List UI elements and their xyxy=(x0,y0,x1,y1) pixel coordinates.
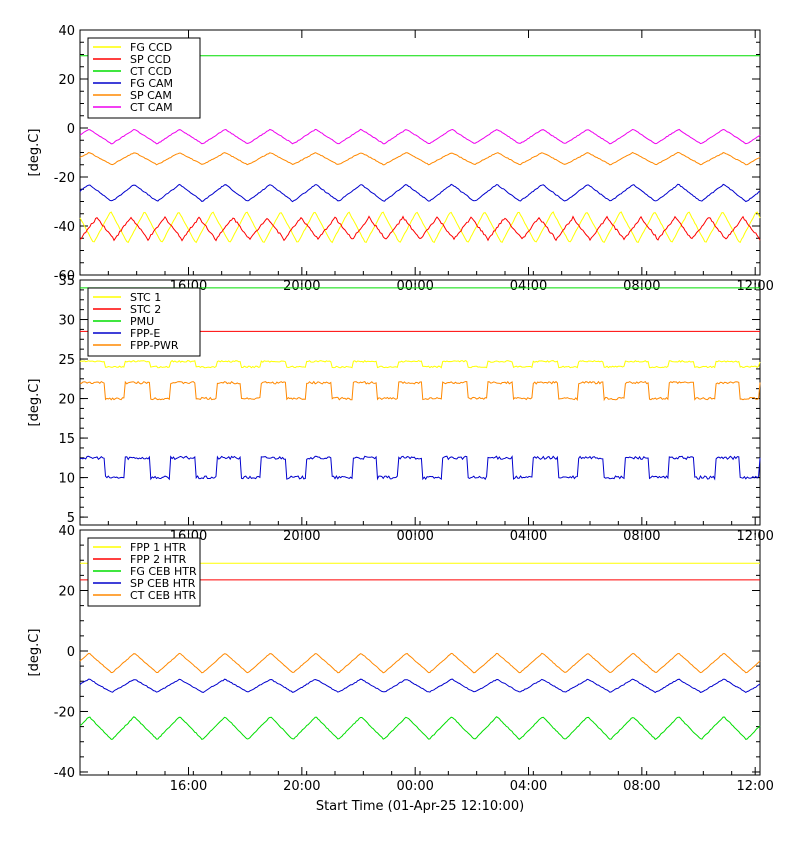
legend-label: CT CAM xyxy=(130,101,173,114)
legend-label: SP CEB HTR xyxy=(130,577,196,590)
series-line xyxy=(79,455,761,481)
series-line xyxy=(79,215,761,242)
legend-label: FPP-PWR xyxy=(130,339,179,352)
legend-label: FPP 2 HTR xyxy=(130,553,187,566)
legend-label: FPP-E xyxy=(130,327,160,340)
x-tick-label: 12:00 xyxy=(736,779,773,794)
series-line xyxy=(79,359,761,369)
panel-3: -40 -20 0 20 40 16:00 20:00 00:00 04:00 08:00 12:0… xyxy=(27,524,774,794)
x-tick-label: 20:00 xyxy=(283,779,320,794)
y-tick-label: 20 xyxy=(58,73,75,88)
legend-label: CT CEB HTR xyxy=(130,589,197,602)
x-tick-label: 16:00 xyxy=(170,779,207,794)
legend-label: CT CCD xyxy=(130,65,172,78)
x-axis-label: Start Time (01-Apr-25 12:10:00) xyxy=(316,799,524,814)
y-tick-label: 35 xyxy=(58,274,75,289)
y-tick-label: 15 xyxy=(58,432,75,447)
legend-box xyxy=(87,37,201,119)
y-tick-label: 25 xyxy=(58,353,75,368)
y-tick-label: -20 xyxy=(54,705,75,720)
series-line xyxy=(79,678,761,694)
x-tick-label: 00:00 xyxy=(396,779,433,794)
legend-label: SP CCD xyxy=(130,53,171,66)
y-tick-label: 10 xyxy=(58,472,75,487)
y-tick-label: 20 xyxy=(58,584,75,599)
x-tick-label: 04:00 xyxy=(510,779,547,794)
series-line xyxy=(79,380,761,402)
y-tick-label: -20 xyxy=(54,171,75,186)
y-tick-label: 20 xyxy=(58,393,75,408)
series-line xyxy=(79,151,761,166)
legend-label: FG CAM xyxy=(130,77,173,90)
y-tick-label: -40 xyxy=(54,766,75,781)
series-line xyxy=(79,652,761,674)
y-tick-label: -40 xyxy=(54,220,75,235)
legend-label: PMU xyxy=(130,315,154,328)
y-tick-label: 5 xyxy=(67,511,75,526)
y-tick-label: 30 xyxy=(58,314,75,329)
y-tick-label: 0 xyxy=(67,122,75,137)
series-line xyxy=(79,211,761,244)
y-tick-label: 40 xyxy=(58,24,75,39)
y-tick-label: 40 xyxy=(58,524,75,539)
series-line xyxy=(79,183,761,203)
legend-label: FG CCD xyxy=(130,41,172,54)
y-axis-label: [deg.C] xyxy=(27,629,42,677)
legend-label: FPP 1 HTR xyxy=(130,541,187,554)
legend-label: STC 2 xyxy=(130,303,161,316)
series-line xyxy=(79,128,761,145)
legend-label: SP CAM xyxy=(130,89,172,102)
y-tick-label: -60 xyxy=(54,269,75,284)
x-tick-label: 08:00 xyxy=(623,779,660,794)
y-axis-label: [deg.C] xyxy=(27,129,42,177)
legend-label: FG CEB HTR xyxy=(130,565,197,578)
y-tick-label: 0 xyxy=(67,645,75,660)
series-line xyxy=(79,716,761,741)
y-axis-label: [deg.C] xyxy=(27,379,42,427)
legend-label: STC 1 xyxy=(130,291,161,304)
